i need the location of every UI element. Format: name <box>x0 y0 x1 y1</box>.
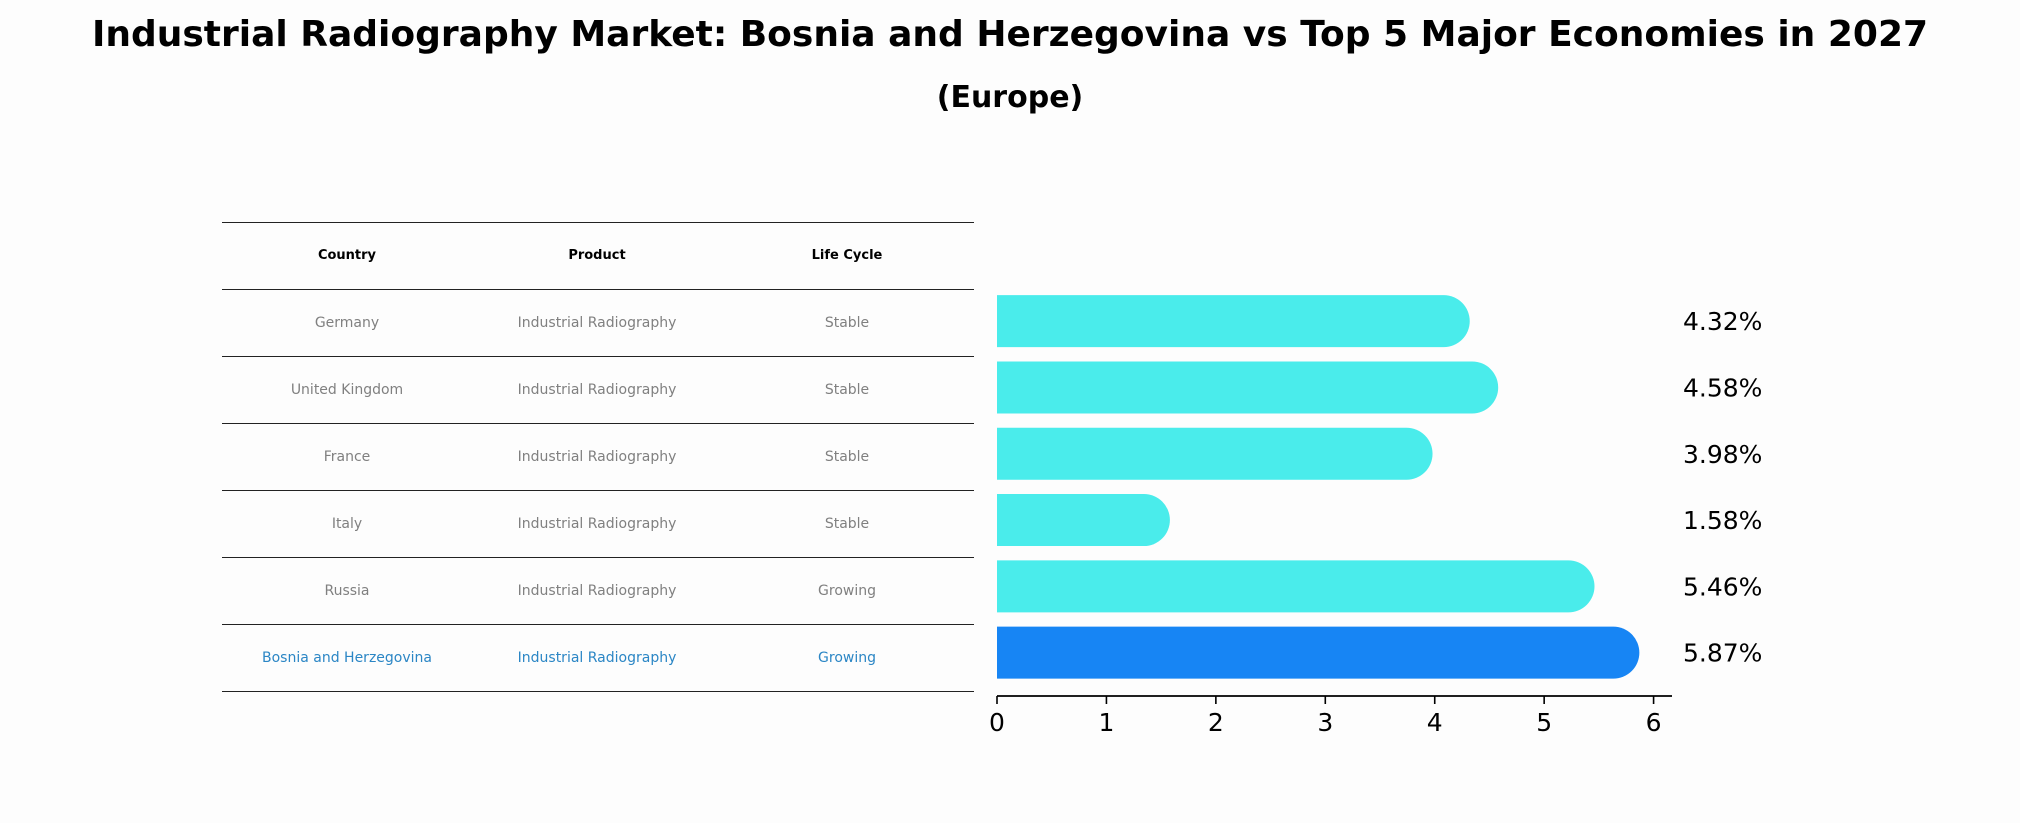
chart-subtitle: (Europe) <box>936 80 1084 115</box>
x-tick-label: 5 <box>1536 708 1552 737</box>
product-cell: Industrial Radiography <box>517 650 677 666</box>
product-cell: Industrial Radiography <box>517 315 677 331</box>
table-row: United Kingdom Industrial Radiography St… <box>222 356 974 423</box>
header-life-cycle: Life Cycle <box>811 248 883 263</box>
country-cell: Russia <box>324 583 370 599</box>
x-tick-label: 6 <box>1646 708 1662 737</box>
life-cycle-cell: Stable <box>824 449 870 465</box>
country-cell: Germany <box>314 315 380 331</box>
life-cycle-cell: Growing <box>818 650 876 666</box>
header-product: Product <box>568 248 626 263</box>
country-cell: Bosnia and Herzegovina <box>262 650 432 666</box>
x-tick-label: 0 <box>989 708 1005 737</box>
bar-value-label: 5.87% <box>1683 639 1762 668</box>
bar <box>997 295 1470 348</box>
table-row: Italy Industrial Radiography Stable <box>222 490 974 557</box>
chart-title: Industrial Radiography Market: Bosnia an… <box>91 14 1929 55</box>
country-cell: Italy <box>331 516 363 532</box>
bar-value-label: 5.46% <box>1683 572 1762 601</box>
table-row: Russia Industrial Radiography Growing <box>222 557 974 624</box>
bar-value-label: 4.58% <box>1683 373 1762 402</box>
table-header-row: Country Product Life Cycle <box>222 222 974 289</box>
country-cell: France <box>323 449 371 465</box>
table-row: France Industrial Radiography Stable <box>222 423 974 490</box>
life-cycle-cell: Stable <box>824 382 870 398</box>
bar <box>997 427 1433 480</box>
bar <box>997 560 1595 613</box>
bar <box>997 494 1170 547</box>
life-cycle-cell: Stable <box>824 315 870 331</box>
bar-value-label: 3.98% <box>1683 440 1762 469</box>
life-cycle-cell: Stable <box>824 516 870 532</box>
bar-value-label: 1.58% <box>1683 506 1762 535</box>
product-cell: Industrial Radiography <box>517 382 677 398</box>
x-tick-label: 3 <box>1317 708 1333 737</box>
x-tick-label: 4 <box>1427 708 1443 737</box>
bar-value-label: 4.32% <box>1683 307 1762 336</box>
product-cell: Industrial Radiography <box>517 583 677 599</box>
product-cell: Industrial Radiography <box>517 449 677 465</box>
bar <box>997 361 1499 414</box>
country-cell: United Kingdom <box>290 382 404 398</box>
life-cycle-cell: Growing <box>818 583 876 599</box>
table-row: Germany Industrial Radiography Stable <box>222 289 974 356</box>
bar-highlight <box>997 626 1640 679</box>
product-cell: Industrial Radiography <box>517 516 677 532</box>
x-tick-label: 2 <box>1208 708 1224 737</box>
table-row-highlighted: Bosnia and Herzegovina Industrial Radiog… <box>222 624 974 692</box>
x-tick-label: 1 <box>1098 708 1114 737</box>
data-table: Country Product Life Cycle Germany Indus… <box>222 222 974 692</box>
header-country: Country <box>317 248 377 263</box>
